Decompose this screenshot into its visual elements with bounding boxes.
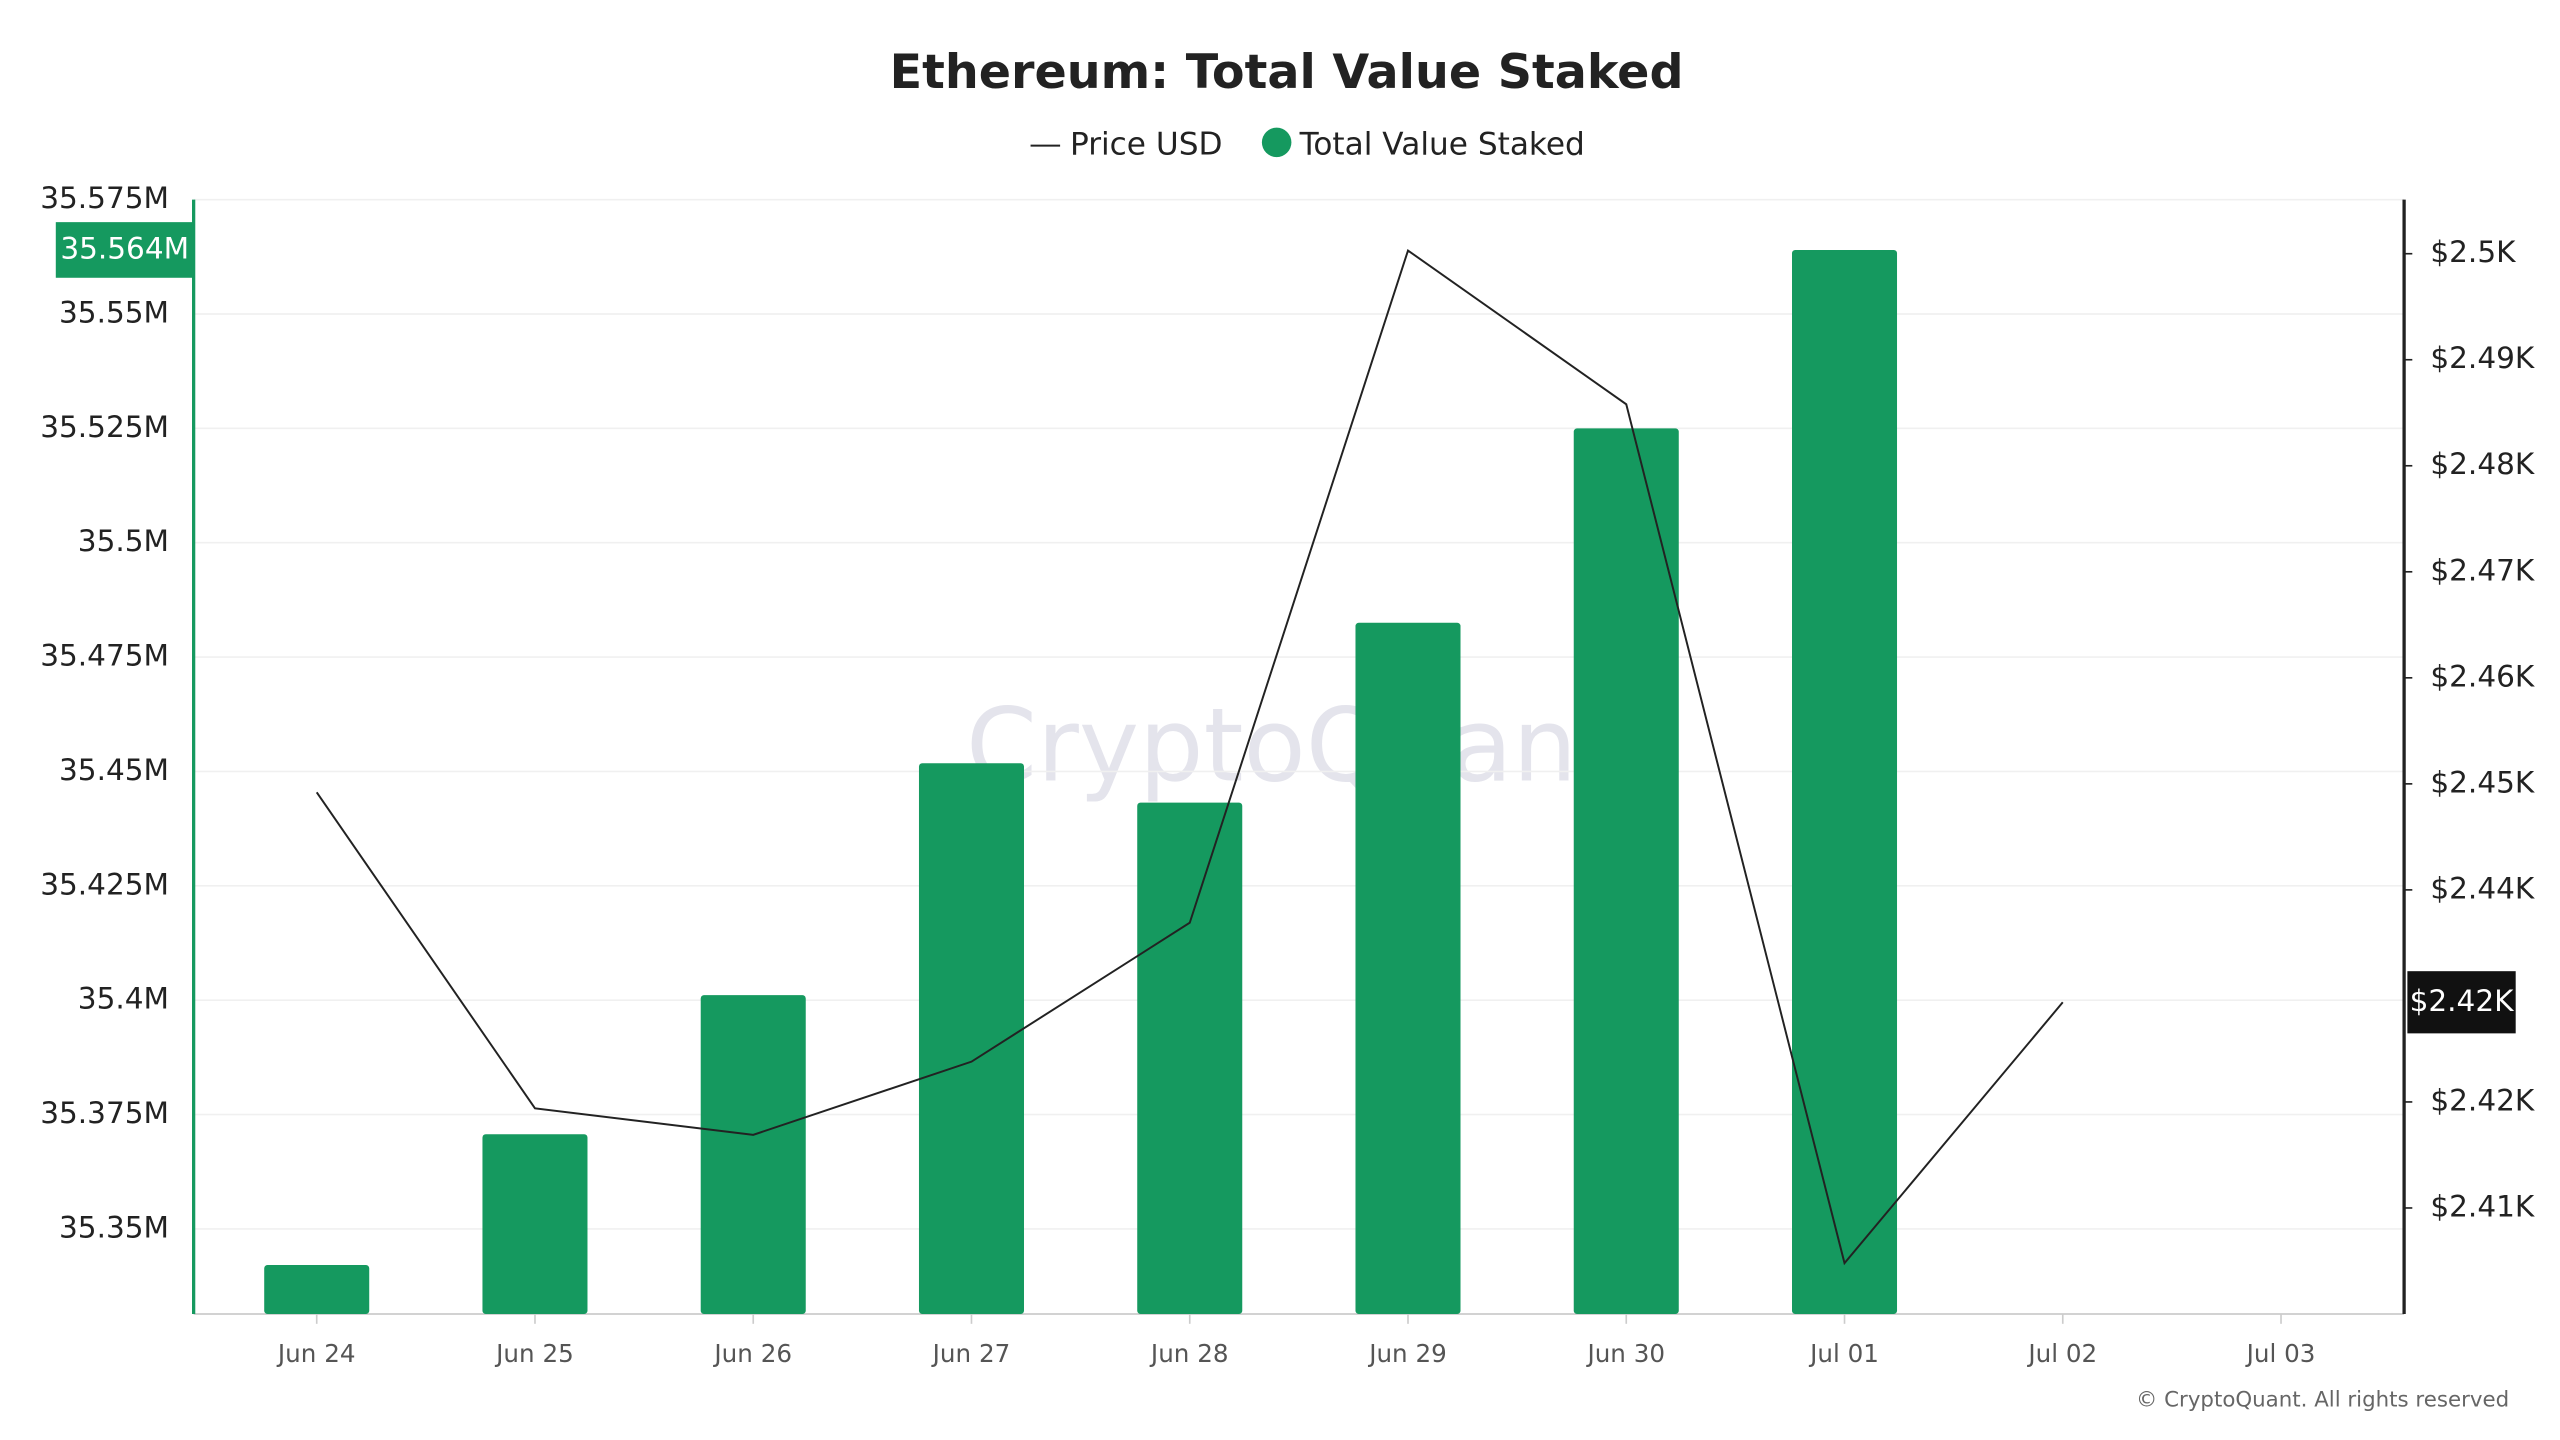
current-value-badge bbox=[55, 222, 194, 278]
x-tick-label: Jul 03 bbox=[2245, 1339, 2316, 1368]
x-tick-label: Jun 24 bbox=[276, 1339, 356, 1368]
x-tick-label: Jun 29 bbox=[1367, 1339, 1447, 1368]
x-tick-label: Jun 30 bbox=[1585, 1339, 1665, 1368]
legend-label: Price USD bbox=[1070, 127, 1223, 163]
y-tick-label: 35.425M bbox=[40, 867, 169, 901]
bar bbox=[918, 763, 1024, 1314]
price-line bbox=[315, 248, 2064, 1266]
x-tick-label: Jun 28 bbox=[1149, 1339, 1229, 1368]
footer: © CryptoQuant. All rights reserved bbox=[2136, 1388, 2509, 1413]
y2-tick-label: $2.47K bbox=[2430, 553, 2535, 587]
bar bbox=[1137, 802, 1243, 1314]
watermark: CryptoQuant bbox=[966, 687, 1617, 805]
y2-tick-label: $2.45K bbox=[2430, 765, 2535, 799]
y-tick-label: 35.375M bbox=[40, 1096, 169, 1130]
bar bbox=[1573, 428, 1679, 1315]
legend-symbol bbox=[1261, 127, 1292, 158]
y-tick-label: 35.4M bbox=[78, 982, 169, 1016]
y-tick-label: 35.55M bbox=[59, 296, 169, 330]
bar bbox=[482, 1134, 588, 1314]
y-tick-label: 35.5M bbox=[78, 524, 169, 558]
x-tick-label: Jun 27 bbox=[931, 1339, 1011, 1368]
y-tick-label: 35.475M bbox=[40, 639, 169, 673]
y2-tick-label: $2.49K bbox=[2430, 341, 2535, 375]
y2-tick-label: $2.41K bbox=[2430, 1189, 2535, 1223]
y-tick-label: 35.45M bbox=[59, 753, 169, 787]
y2-tick-label: $2.42K bbox=[2430, 1083, 2535, 1117]
chart-title: Ethereum: Total Value Staked bbox=[890, 45, 1684, 100]
y-tick-label: 35.575M bbox=[40, 181, 169, 215]
y2-tick-label: $2.46K bbox=[2430, 659, 2535, 693]
current-value-label: 35.564M bbox=[60, 231, 189, 265]
y-tick-label: 35.35M bbox=[59, 1210, 169, 1244]
x-tick-label: Jun 26 bbox=[712, 1339, 792, 1368]
y2-tick-label: $2.48K bbox=[2430, 447, 2535, 481]
x-tick-label: Jul 02 bbox=[2026, 1339, 2097, 1368]
current-price-badge bbox=[2407, 971, 2516, 1034]
legend-label: Total Value Staked bbox=[1299, 127, 1585, 163]
y2-tick-label: $2.5K bbox=[2430, 235, 2516, 269]
bar bbox=[700, 995, 806, 1314]
x-tick-label: Jun 25 bbox=[494, 1339, 574, 1368]
x-tick-label: Jul 01 bbox=[1808, 1339, 1879, 1368]
bar bbox=[264, 1265, 370, 1314]
y2-tick-label: $2.44K bbox=[2430, 871, 2535, 905]
y-tick-label: 35.525M bbox=[40, 410, 169, 444]
bar bbox=[1355, 622, 1461, 1314]
current-price-label: $2.42K bbox=[2410, 984, 2515, 1018]
bar bbox=[1792, 249, 1898, 1315]
